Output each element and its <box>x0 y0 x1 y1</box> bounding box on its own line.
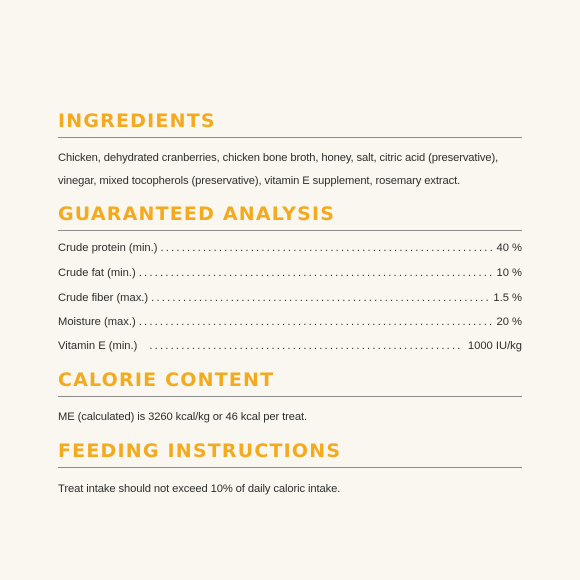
analysis-value: 40 % <box>496 242 523 254</box>
leader-dots: ........................................… <box>160 242 493 254</box>
leader-dots: ........................................… <box>149 340 460 352</box>
analysis-label: Crude fat (min.) <box>58 267 136 279</box>
analysis-label: Vitamin E (min.) <box>58 340 138 352</box>
calorie-content-heading: CALORIE CONTENT <box>58 369 275 391</box>
guaranteed-analysis-divider <box>58 230 522 231</box>
leader-dots: ........................................… <box>151 292 491 304</box>
feeding-instructions-text: Treat intake should not exceed 10% of da… <box>58 483 341 495</box>
ingredients-divider <box>58 137 522 138</box>
analysis-label: Crude protein (min.) <box>58 242 158 254</box>
analysis-row-crude-protein: Crude protein (min.) ...................… <box>58 240 522 256</box>
leader-dots: ........................................… <box>138 267 494 279</box>
calorie-content-divider <box>58 396 522 397</box>
leader-dots: ........................................… <box>138 316 494 328</box>
analysis-row-moisture: Moisture (max.) ........................… <box>58 314 522 330</box>
feeding-instructions-heading: FEEDING INSTRUCTIONS <box>58 440 342 462</box>
analysis-label: Moisture (max.) <box>58 316 136 328</box>
guaranteed-analysis-heading: GUARANTEED ANALYSIS <box>58 203 336 225</box>
analysis-value: 1000 IU/kg <box>467 340 522 352</box>
feeding-instructions-divider <box>58 467 522 468</box>
ingredients-text: Chicken, dehydrated cranberries, chicken… <box>58 152 499 187</box>
analysis-row-crude-fiber: Crude fiber (max.) .....................… <box>58 290 522 306</box>
analysis-value: 10 % <box>496 267 523 279</box>
analysis-row-crude-fat: Crude fat (min.) .......................… <box>58 265 522 281</box>
analysis-value: 1.5 % <box>493 292 522 304</box>
analysis-value: 20 % <box>496 316 523 328</box>
calorie-content-text: ME (calculated) is 3260 kcal/kg or 46 kc… <box>58 411 308 423</box>
ingredients-heading: INGREDIENTS <box>58 110 216 132</box>
analysis-label: Crude fiber (max.) <box>58 292 149 304</box>
analysis-row-vitamin-e: Vitamin E (min.) .......................… <box>58 338 522 354</box>
